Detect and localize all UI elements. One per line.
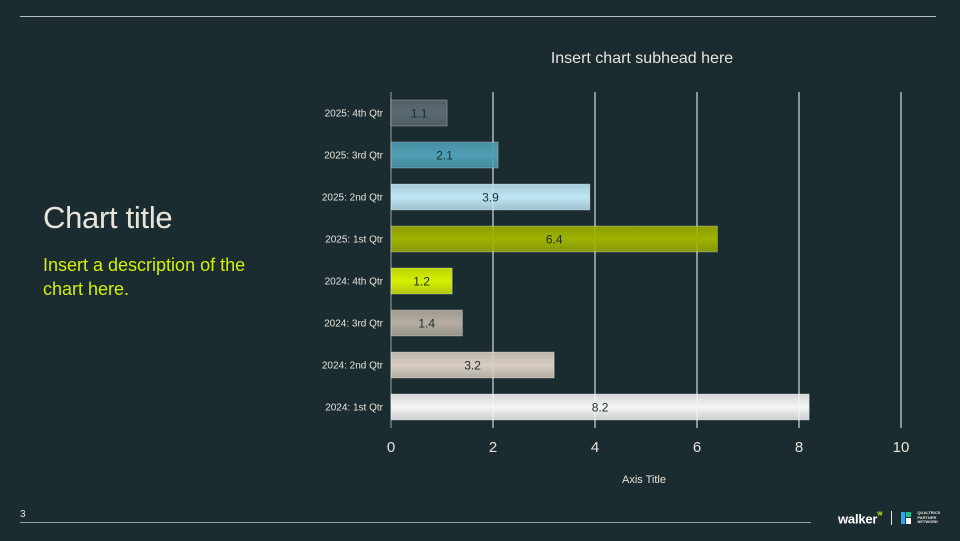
data-label-6: 1.4 — [418, 317, 435, 331]
data-label-5: 1.2 — [413, 275, 430, 289]
bar-5 — [390, 267, 453, 295]
bottom-divider — [20, 522, 811, 523]
data-label-2: 2.1 — [436, 149, 453, 163]
x-tick-label-8: 8 — [795, 439, 803, 456]
data-label-8: 8.2 — [592, 401, 609, 415]
top-divider — [20, 16, 936, 17]
chart-title: Chart title — [43, 200, 173, 235]
category-label-2: 2025: 3rd Qtr — [324, 151, 384, 162]
bar-1 — [390, 99, 448, 127]
brand-logo: walkerʷ QUALTRICS PARTNER NETWORK — [838, 508, 943, 528]
bar-6 — [390, 309, 463, 337]
walker-mark-icon: ʷ — [877, 509, 883, 521]
data-label-1: 1.1 — [411, 107, 428, 121]
chart-description: Insert a description of the chart here. — [43, 255, 246, 299]
logo-separator — [891, 511, 893, 525]
bar-7 — [390, 351, 555, 379]
x-tick-label-6: 6 — [693, 439, 701, 456]
x-tick-label-2: 2 — [489, 439, 497, 456]
bar-4 — [390, 225, 718, 253]
data-label-4: 6.4 — [546, 233, 563, 247]
x-axis-title: Axis Title — [622, 474, 666, 486]
data-label-7: 3.2 — [464, 359, 481, 373]
x-tick-label-10: 10 — [893, 439, 910, 456]
bar-8 — [390, 393, 810, 421]
qualtrics-logo-icon — [901, 512, 912, 524]
category-label-4: 2025: 1st Qtr — [325, 235, 383, 246]
data-label-3: 3.9 — [482, 191, 499, 205]
category-label-6: 2024: 3rd Qtr — [324, 319, 384, 330]
bar-2 — [390, 141, 499, 169]
x-tick-label-4: 4 — [591, 439, 599, 456]
category-label-1: 2025: 4th Qtr — [325, 109, 384, 120]
partner-network-text: QUALTRICS PARTNER NETWORK — [917, 510, 941, 525]
category-label-3: 2025: 2nd Qtr — [322, 193, 384, 204]
category-label-8: 2024: 1st Qtr — [325, 403, 383, 414]
bar-3 — [390, 183, 591, 211]
category-label-5: 2024: 4th Qtr — [325, 277, 384, 288]
page-number: 3 — [20, 509, 26, 520]
category-label-7: 2024: 2nd Qtr — [322, 361, 384, 372]
x-tick-label-0: 0 — [387, 439, 395, 456]
walker-wordmark: walkerʷ — [838, 509, 883, 527]
chart-subhead: Insert chart subhead here — [550, 50, 734, 67]
